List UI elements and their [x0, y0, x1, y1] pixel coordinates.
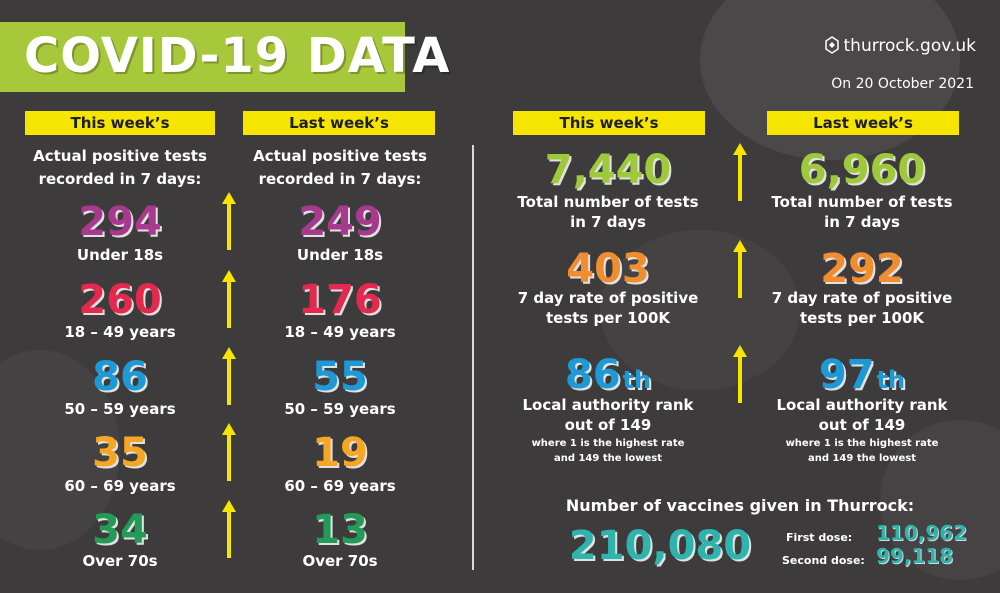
rank-suffix: th — [622, 366, 652, 394]
right-last-week-header: Last week’s — [767, 111, 959, 135]
this-week-rank-note: where 1 is the highest rate and 149 the … — [498, 436, 718, 466]
last-week-50-59-label: 50 – 59 years — [284, 400, 396, 418]
last-week-total-tests: 6,960 — [798, 147, 926, 193]
left-this-week-header: This week’s — [25, 111, 215, 135]
this-week-over70-value: 34 — [92, 507, 148, 553]
up-arrow-icon — [222, 347, 236, 405]
vaccines-heading: Number of vaccines given in Thurrock: — [565, 496, 915, 515]
vaccines-total: 210,080 — [568, 523, 752, 569]
left-last-label: Actual positive tests recorded in 7 days… — [240, 145, 440, 191]
label-line: Actual positive tests — [33, 147, 207, 165]
second-dose-value: 99,118 — [876, 544, 954, 568]
this-week-60-69-value: 35 — [92, 430, 148, 476]
this-week-under18-value: 294 — [78, 199, 162, 245]
section-divider — [472, 145, 474, 570]
last-week-under18-value: 249 — [298, 199, 382, 245]
this-week-rate-label: 7 day rate of positive tests per 100K — [498, 288, 718, 328]
rank-suffix: th — [876, 366, 906, 394]
up-arrow-icon — [733, 240, 747, 298]
last-week-rank-label: Local authority rank out of 149 — [752, 395, 972, 435]
council-logo-icon — [824, 36, 839, 54]
last-week-over70-label: Over 70s — [302, 552, 378, 570]
second-dose-label: Second dose: — [782, 554, 865, 567]
last-week-18-49-label: 18 – 49 years — [284, 323, 396, 341]
this-week-tests-label: Total number of tests in 7 days — [498, 192, 718, 232]
label-line: recorded in 7 days: — [38, 170, 202, 188]
label-line: 7 day rate of positive — [517, 289, 699, 307]
page-title: COVID-19 DATA — [24, 28, 451, 84]
label-line: tests per 100K — [545, 309, 671, 327]
first-dose-value: 110,962 — [876, 521, 968, 545]
this-week-under18-label: Under 18s — [76, 246, 164, 264]
this-week-total-tests: 7,440 — [544, 147, 672, 193]
note-line: and 149 the lowest — [553, 453, 663, 464]
note-line: where 1 is the highest rate — [531, 438, 685, 449]
label-line: tests per 100K — [799, 309, 925, 327]
title-banner — [0, 22, 405, 92]
label-line: 7 day rate of positive — [771, 289, 953, 307]
this-week-50-59-value: 86 — [92, 354, 148, 400]
last-week-60-69-value: 19 — [312, 430, 368, 476]
last-week-authority-rank: 97th — [762, 353, 962, 402]
rank-number: 86 — [564, 352, 621, 398]
label-line: Local authority rank — [522, 396, 694, 414]
last-week-60-69-label: 60 – 69 years — [284, 477, 396, 495]
this-week-over70-label: Over 70s — [82, 552, 158, 570]
label-line: in 7 days — [824, 213, 900, 231]
last-week-rate-label: 7 day rate of positive tests per 100K — [752, 288, 972, 328]
label-line: out of 149 — [818, 416, 906, 434]
site-url: thurrock.gov.uk — [843, 36, 976, 56]
background-blob — [600, 230, 800, 390]
label-line: Total number of tests — [517, 193, 699, 211]
last-week-rank-note: where 1 is the highest rate and 149 the … — [752, 436, 972, 466]
site-link[interactable]: thurrock.gov.uk — [824, 36, 976, 56]
label-line: recorded in 7 days: — [258, 170, 422, 188]
last-week-50-59-value: 55 — [312, 354, 368, 400]
this-week-60-69-label: 60 – 69 years — [64, 477, 176, 495]
note-line: where 1 is the highest rate — [785, 438, 939, 449]
note-line: and 149 the lowest — [807, 453, 917, 464]
left-last-week-header: Last week’s — [243, 111, 435, 135]
label-line: Actual positive tests — [253, 147, 427, 165]
background-blob — [880, 420, 1000, 580]
label-line: Local authority rank — [776, 396, 948, 414]
first-dose-label: First dose: — [786, 531, 853, 544]
up-arrow-icon — [222, 192, 236, 250]
last-week-over70-value: 13 — [312, 507, 368, 553]
this-week-rank-label: Local authority rank out of 149 — [498, 395, 718, 435]
this-week-18-49-value: 260 — [78, 277, 162, 323]
last-week-tests-label: Total number of tests in 7 days — [752, 192, 972, 232]
this-week-18-49-label: 18 – 49 years — [64, 323, 176, 341]
right-this-week-header: This week’s — [513, 111, 705, 135]
label-line: out of 149 — [564, 416, 652, 434]
last-week-positive-rate: 292 — [820, 246, 904, 292]
this-week-50-59-label: 50 – 59 years — [64, 400, 176, 418]
this-week-authority-rank: 86th — [508, 353, 708, 402]
last-week-under18-label: Under 18s — [296, 246, 384, 264]
label-line: in 7 days — [570, 213, 646, 231]
up-arrow-icon — [222, 270, 236, 328]
up-arrow-icon — [222, 500, 236, 558]
up-arrow-icon — [733, 345, 747, 403]
up-arrow-icon — [733, 143, 747, 201]
rank-number: 97 — [818, 352, 875, 398]
left-this-label: Actual positive tests recorded in 7 days… — [20, 145, 220, 191]
this-week-positive-rate: 403 — [566, 246, 650, 292]
last-week-18-49-value: 176 — [298, 277, 382, 323]
label-line: Total number of tests — [771, 193, 953, 211]
report-date: On 20 October 2021 — [831, 76, 974, 92]
up-arrow-icon — [222, 423, 236, 481]
